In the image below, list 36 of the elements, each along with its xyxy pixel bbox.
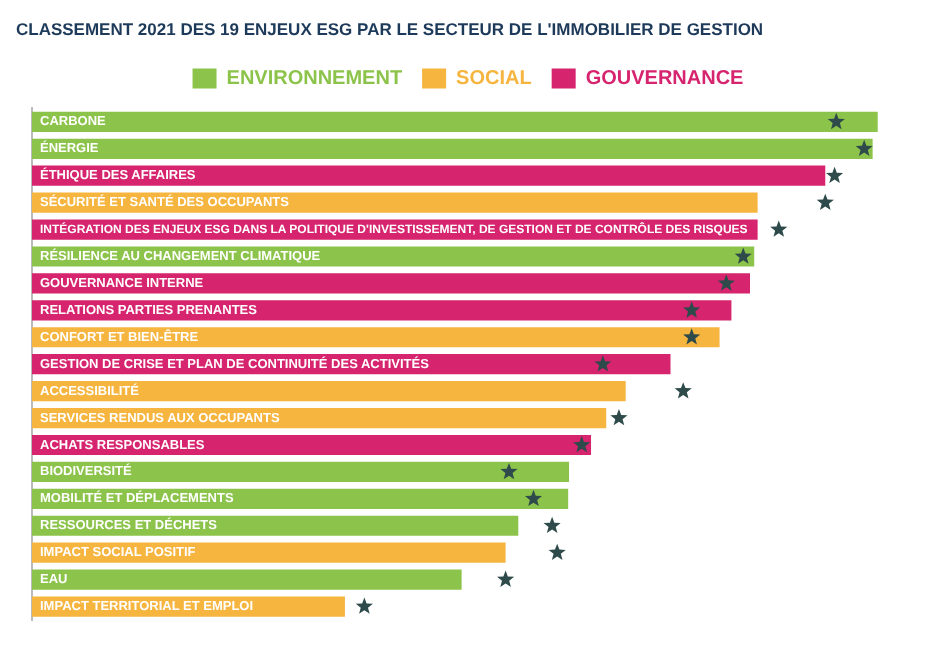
bar — [32, 246, 755, 267]
point — [734, 247, 752, 264]
legend-label: SOCIAL — [456, 67, 532, 90]
bar — [32, 434, 592, 456]
point — [683, 328, 701, 345]
chart-title: CLASSEMENT 2021 DES 19 ENJEUX ESG PAR LE SECTEUR DE L'IMMOBILIER DE GESTION — [16, 18, 764, 39]
point — [497, 570, 515, 587]
point — [610, 409, 628, 426]
point — [524, 489, 543, 507]
bar — [32, 542, 506, 563]
point — [500, 462, 518, 480]
bar — [32, 569, 462, 590]
point — [683, 301, 701, 318]
bar — [32, 381, 626, 402]
point — [816, 193, 834, 210]
bar — [32, 138, 873, 159]
point — [826, 166, 844, 183]
bar — [32, 300, 732, 321]
bar — [32, 165, 826, 186]
point — [855, 139, 873, 157]
point — [827, 112, 845, 130]
bar — [32, 488, 569, 509]
point — [594, 355, 612, 372]
point — [543, 516, 561, 534]
bar — [32, 273, 751, 294]
bar — [32, 111, 878, 132]
legend-label: GOUVERNANCE — [585, 67, 745, 90]
bar — [32, 327, 720, 348]
point — [548, 543, 566, 560]
point — [770, 220, 788, 237]
point — [674, 382, 692, 399]
point — [355, 597, 373, 614]
point — [717, 274, 735, 291]
legend-label: ENVIRONNEMENT — [226, 67, 403, 90]
bar — [32, 461, 570, 482]
point — [573, 435, 591, 453]
